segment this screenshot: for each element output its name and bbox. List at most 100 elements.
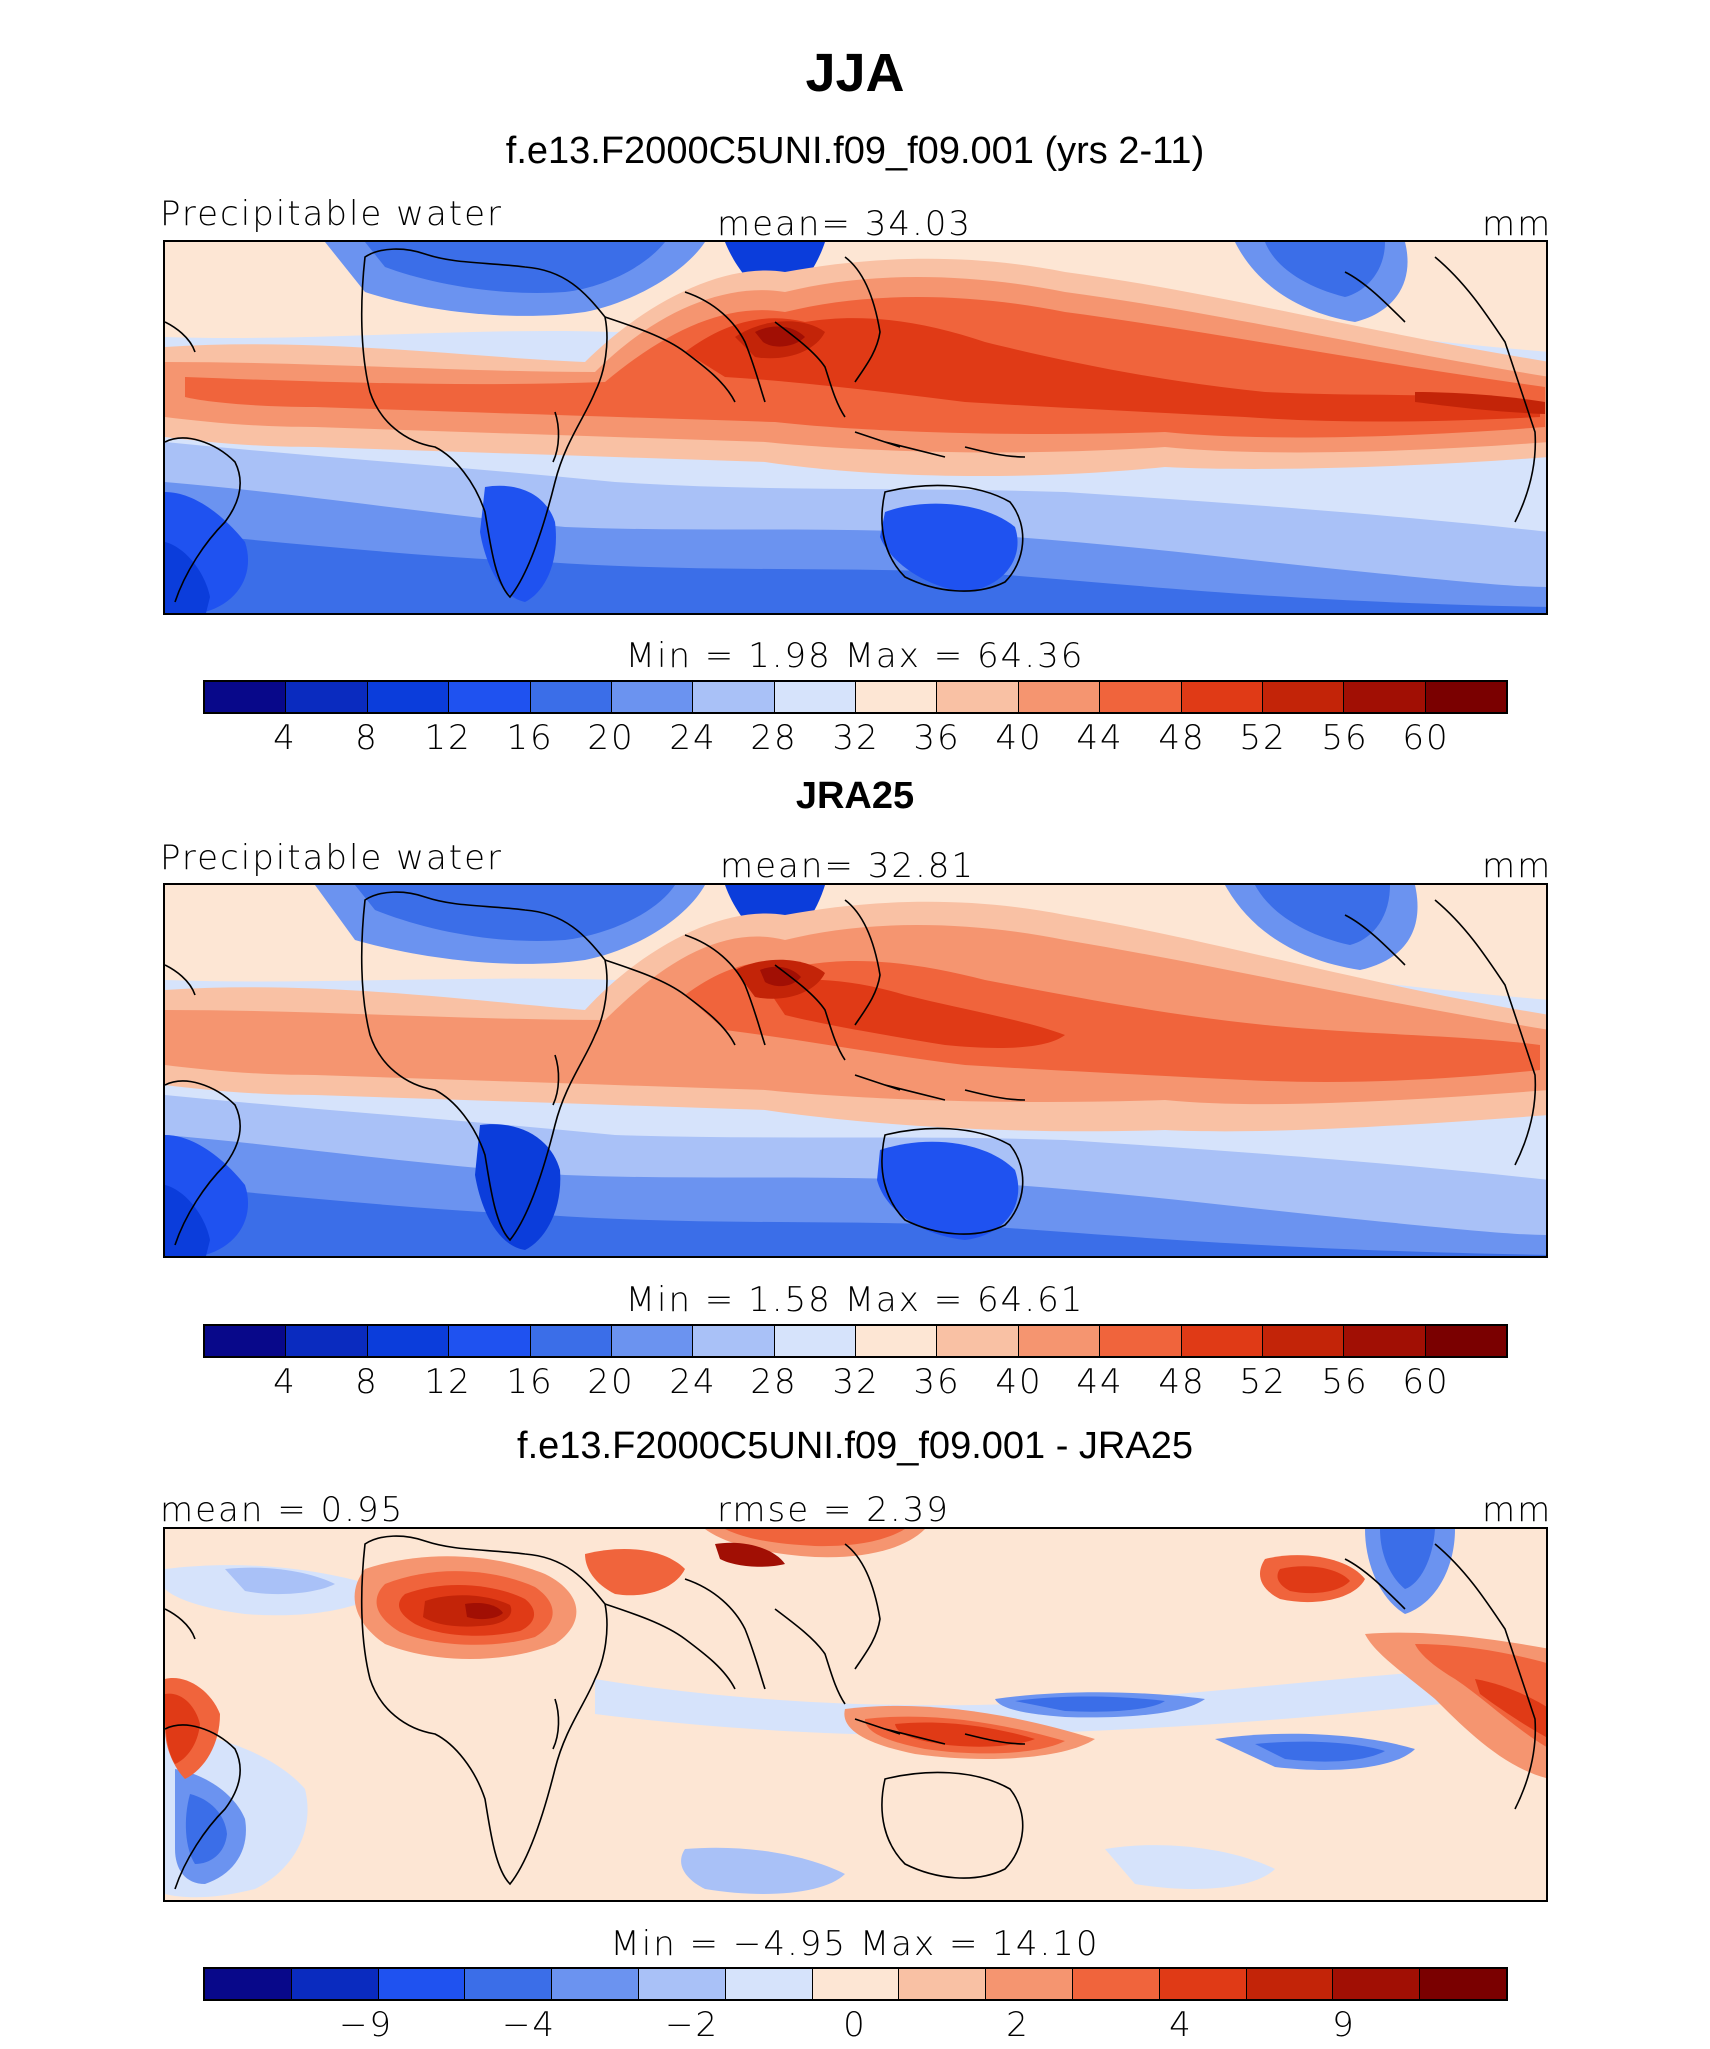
panel-3-map <box>163 1527 1548 1902</box>
colorbar-tick-label: 4 <box>1169 2005 1193 2045</box>
colorbar-tick-label: 52 <box>1239 718 1287 758</box>
panel-3-contour-field <box>165 1529 1546 1900</box>
colorbar-tick-label: −2 <box>664 2005 720 2045</box>
colorbar-swatch <box>1262 682 1345 712</box>
colorbar-swatch <box>1100 682 1182 712</box>
panel-3-minmax-label: Min = −4.95 Max = 14.10 <box>610 1924 1100 1964</box>
panel-2-colorbar <box>203 1324 1508 1358</box>
colorbar-tick-label: 40 <box>995 718 1043 758</box>
colorbar-swatch <box>1181 682 1263 712</box>
colorbar-tick-label: −9 <box>338 2005 394 2045</box>
colorbar-tick-label: 12 <box>424 1362 472 1402</box>
colorbar-tick-label: 40 <box>995 1362 1043 1402</box>
colorbar-swatch <box>856 682 938 712</box>
colorbar-swatch <box>1072 1969 1160 1999</box>
colorbar-tick-label: 48 <box>1158 718 1206 758</box>
colorbar-swatch <box>812 1969 900 1999</box>
colorbar-tick-label: 4 <box>273 1362 297 1402</box>
colorbar-swatch <box>611 682 694 712</box>
panel-2-variable-label: Precipitable water <box>160 838 504 878</box>
colorbar-swatch <box>465 1969 553 1999</box>
colorbar-tick-label: 32 <box>832 718 880 758</box>
colorbar-swatch <box>378 1969 466 1999</box>
panel-3-case-title: f.e13.F2000C5UNI.f09_f09.001 - JRA25 <box>517 1425 1193 1467</box>
colorbar-tick-label: 36 <box>913 718 961 758</box>
colorbar-swatch <box>205 1969 292 1999</box>
colorbar-swatch <box>1420 1969 1506 1999</box>
colorbar-swatch <box>1425 1326 1506 1356</box>
colorbar-swatch <box>286 1326 368 1356</box>
panel-3-colorbar <box>203 1967 1508 2001</box>
panel-2-contour-field <box>165 885 1546 1256</box>
colorbar-swatch <box>1262 1326 1345 1356</box>
colorbar-swatch <box>937 1326 1019 1356</box>
panel-1-contour-field <box>165 242 1546 613</box>
panel-1-case-title: f.e13.F2000C5UNI.f09_f09.001 (yrs 2-11) <box>505 130 1205 172</box>
colorbar-tick-label: 20 <box>587 1362 635 1402</box>
colorbar-tick-label: 44 <box>1076 718 1124 758</box>
colorbar-tick-label: 56 <box>1321 718 1369 758</box>
panel-3-rmse-label: rmse = 2.39 <box>717 1490 950 1530</box>
panel-1-variable-label: Precipitable water <box>160 194 504 234</box>
colorbar-swatch <box>725 1969 813 1999</box>
colorbar-swatch <box>1100 1326 1182 1356</box>
colorbar-tick-label: 32 <box>832 1362 880 1402</box>
figure-title: JJA <box>805 43 905 103</box>
colorbar-swatch <box>899 1969 987 1999</box>
colorbar-tick-label: 8 <box>355 1362 379 1402</box>
colorbar-tick-label: 60 <box>1402 718 1450 758</box>
colorbar-swatch <box>1246 1969 1334 1999</box>
colorbar-swatch <box>937 682 1019 712</box>
colorbar-swatch <box>693 682 775 712</box>
colorbar-swatch <box>530 1326 612 1356</box>
colorbar-tick-label: 44 <box>1076 1362 1124 1402</box>
panel-2-units-label: mm <box>1482 846 1553 886</box>
colorbar-swatch <box>1018 1326 1101 1356</box>
colorbar-tick-label: 36 <box>913 1362 961 1402</box>
colorbar-tick-label: 52 <box>1239 1362 1287 1402</box>
colorbar-swatch <box>774 1326 856 1356</box>
colorbar-tick-label: 20 <box>587 718 635 758</box>
colorbar-tick-label: 9 <box>1332 2005 1356 2045</box>
colorbar-tick-label: 16 <box>506 718 554 758</box>
colorbar-swatch <box>286 682 368 712</box>
panel-1-map <box>163 240 1548 615</box>
colorbar-tick-label: 56 <box>1321 1362 1369 1402</box>
colorbar-swatch <box>611 1326 694 1356</box>
colorbar-tick-label: 12 <box>424 718 472 758</box>
colorbar-swatch <box>1344 682 1426 712</box>
panel-3-units-label: mm <box>1482 1490 1553 1530</box>
panel-1-colorbar-ticks: 4 8 12 16 20 24 28 32 36 40 44 48 52 56 … <box>0 718 1710 762</box>
panel-1-colorbar <box>203 680 1508 714</box>
colorbar-tick-label: 60 <box>1402 1362 1450 1402</box>
colorbar-tick-label: 2 <box>1006 2005 1030 2045</box>
panel-1-minmax-label: Min = 1.98 Max = 64.36 <box>625 636 1085 676</box>
colorbar-swatch <box>291 1969 379 1999</box>
colorbar-swatch <box>367 682 450 712</box>
colorbar-tick-label: 4 <box>273 718 297 758</box>
colorbar-tick-label: 24 <box>669 1362 717 1402</box>
colorbar-swatch <box>856 1326 938 1356</box>
colorbar-swatch <box>1333 1969 1421 1999</box>
colorbar-swatch <box>367 1326 450 1356</box>
colorbar-swatch <box>1018 682 1101 712</box>
colorbar-swatch <box>774 682 856 712</box>
colorbar-tick-label: 28 <box>750 1362 798 1402</box>
colorbar-swatch <box>986 1969 1073 1999</box>
panel-2-colorbar-ticks: 4 8 12 16 20 24 28 32 36 40 44 48 52 56 … <box>0 1362 1710 1406</box>
colorbar-tick-label: −4 <box>501 2005 557 2045</box>
colorbar-tick-label: 28 <box>750 718 798 758</box>
colorbar-swatch <box>693 1326 775 1356</box>
panel-3-mean-label: mean = 0.95 <box>160 1490 405 1530</box>
colorbar-tick-label: 24 <box>669 718 717 758</box>
panel-2-map <box>163 883 1548 1258</box>
colorbar-swatch <box>1181 1326 1263 1356</box>
panel-2-mean-label: mean= 32.81 <box>720 846 976 886</box>
panel-3-colorbar-ticks: −9 −4 −2 0 2 4 9 <box>0 2005 1710 2049</box>
colorbar-swatch <box>552 1969 639 1999</box>
panel-1-mean-label: mean= 34.03 <box>717 204 973 244</box>
colorbar-swatch <box>205 682 287 712</box>
colorbar-tick-label: 8 <box>355 718 379 758</box>
panel-2-minmax-label: Min = 1.58 Max = 64.61 <box>625 1280 1085 1320</box>
colorbar-swatch <box>1425 682 1506 712</box>
